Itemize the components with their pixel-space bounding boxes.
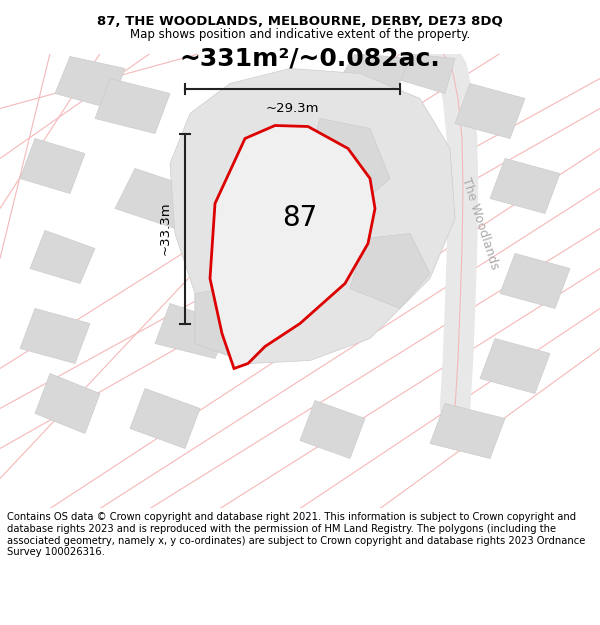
- Polygon shape: [130, 389, 200, 449]
- Text: ~331m²/~0.082ac.: ~331m²/~0.082ac.: [179, 46, 440, 71]
- Polygon shape: [210, 126, 375, 369]
- Polygon shape: [35, 374, 100, 434]
- Polygon shape: [350, 234, 430, 309]
- Polygon shape: [225, 239, 290, 324]
- Text: The Woodlands: The Woodlands: [459, 176, 501, 271]
- Polygon shape: [155, 304, 230, 359]
- Polygon shape: [300, 119, 390, 214]
- Polygon shape: [195, 289, 265, 364]
- Polygon shape: [500, 254, 570, 309]
- Text: Contains OS data © Crown copyright and database right 2021. This information is : Contains OS data © Crown copyright and d…: [7, 512, 586, 557]
- Text: ~29.3m: ~29.3m: [266, 102, 319, 115]
- Polygon shape: [455, 84, 525, 139]
- Polygon shape: [300, 401, 365, 459]
- Polygon shape: [340, 54, 410, 94]
- Polygon shape: [95, 79, 170, 134]
- Text: 87, THE WOODLANDS, MELBOURNE, DERBY, DE73 8DQ: 87, THE WOODLANDS, MELBOURNE, DERBY, DE7…: [97, 14, 503, 28]
- Polygon shape: [30, 231, 95, 284]
- Polygon shape: [480, 339, 550, 394]
- Polygon shape: [170, 69, 455, 364]
- Text: 87: 87: [283, 204, 317, 232]
- Polygon shape: [20, 309, 90, 364]
- Polygon shape: [395, 54, 455, 94]
- Text: Map shows position and indicative extent of the property.: Map shows position and indicative extent…: [130, 28, 470, 41]
- Polygon shape: [55, 56, 125, 109]
- Polygon shape: [115, 169, 195, 229]
- Text: ~33.3m: ~33.3m: [158, 202, 172, 255]
- Polygon shape: [430, 404, 505, 459]
- Polygon shape: [490, 159, 560, 214]
- Polygon shape: [20, 139, 85, 194]
